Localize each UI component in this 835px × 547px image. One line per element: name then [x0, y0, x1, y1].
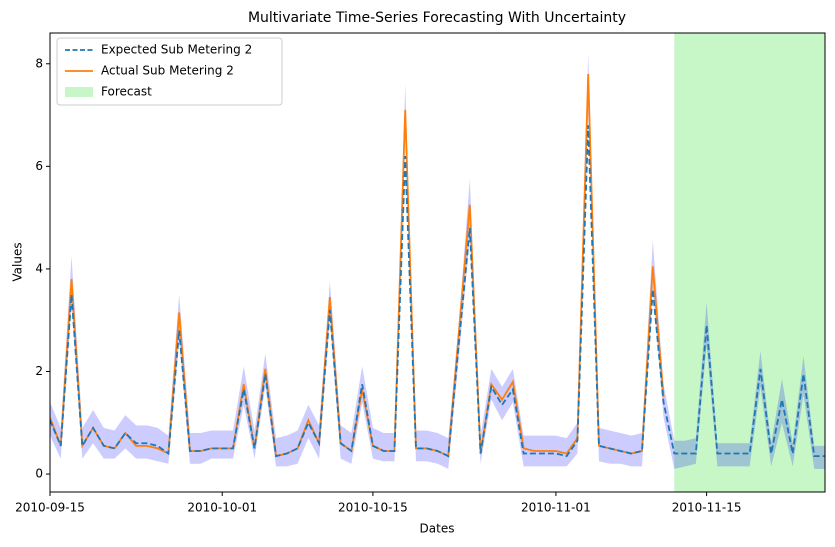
y-tick-label: 8	[35, 56, 43, 70]
y-tick-label: 4	[35, 261, 43, 275]
y-tick-label: 0	[35, 467, 43, 481]
series-line	[50, 125, 825, 458]
legend-label: Forecast	[101, 85, 152, 99]
legend-box	[56, 37, 283, 106]
series-line	[50, 74, 665, 458]
x-tick-label: 2010-11-01	[521, 501, 591, 515]
y-axis-label: Values	[11, 242, 25, 281]
chart-title: Multivariate Time-Series Forecasting Wit…	[248, 10, 626, 26]
x-tick-label: 2010-10-15	[338, 501, 408, 515]
plot	[50, 33, 825, 492]
x-axis-label: Dates	[420, 522, 455, 536]
plot-frame	[49, 32, 826, 493]
legend-swatch	[65, 87, 93, 97]
forecast-region	[674, 33, 825, 492]
legend-label: Actual Sub Metering 2	[101, 64, 234, 78]
y-tick-label: 6	[35, 159, 43, 173]
legend-label: Expected Sub Metering 2	[101, 43, 252, 57]
x-tick-label: 2010-11-15	[672, 501, 742, 515]
uncertainty-band	[50, 53, 825, 469]
x-tick-label: 2010-09-15	[15, 501, 85, 515]
y-tick-label: 2	[35, 364, 43, 378]
x-tick-label: 2010-10-01	[187, 501, 257, 515]
